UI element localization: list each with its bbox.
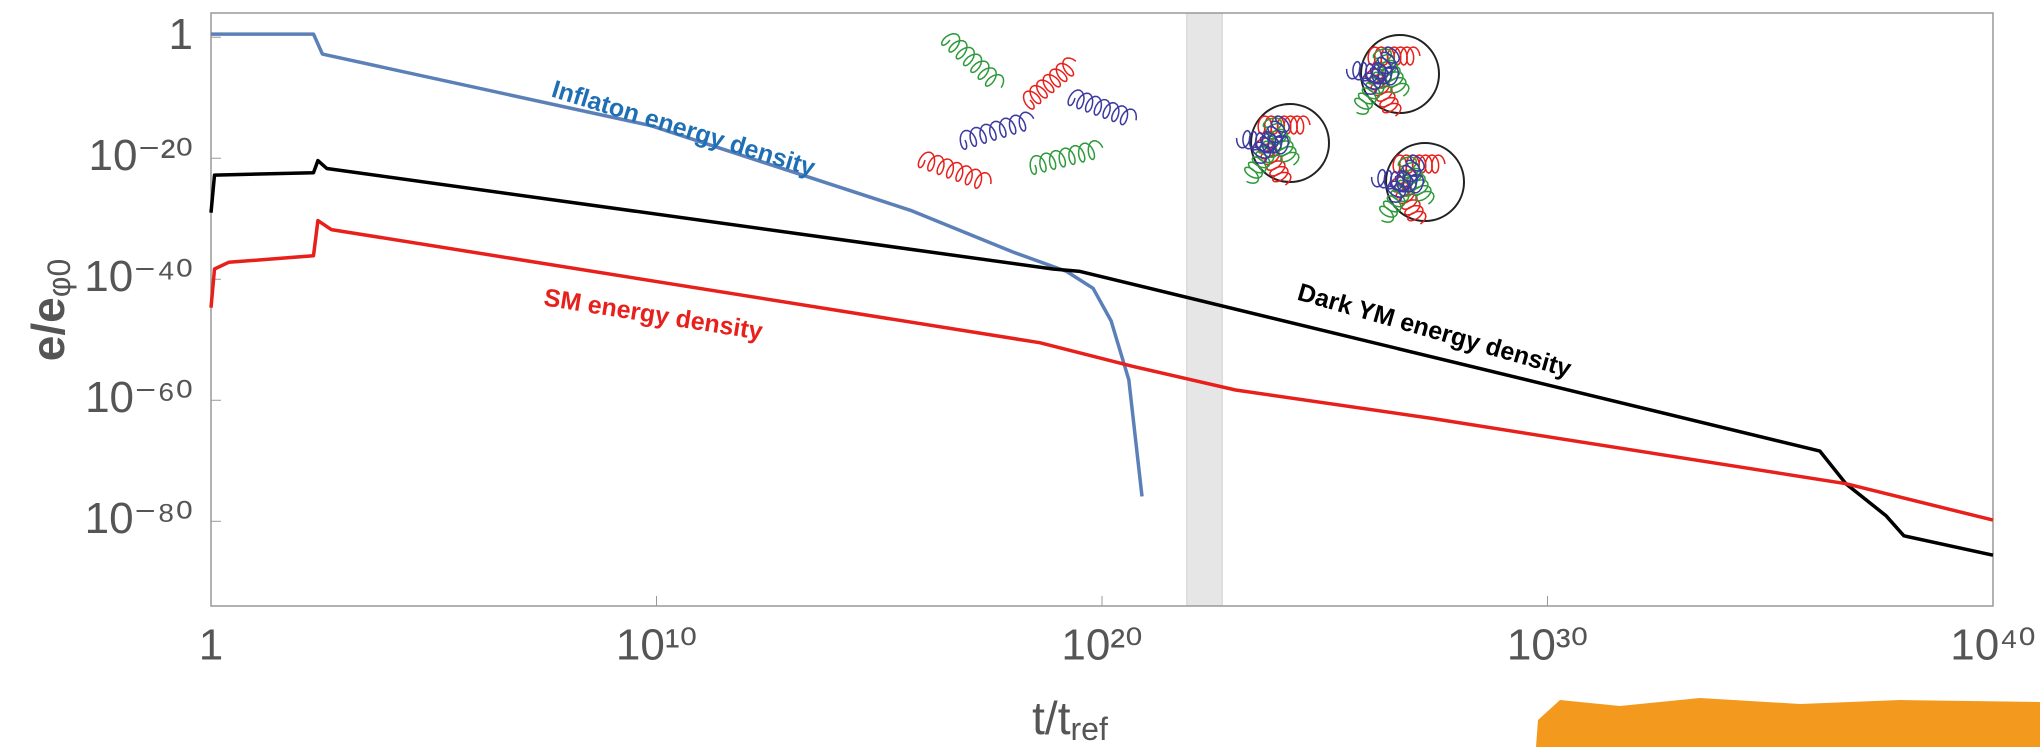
x-tick-label: 10²⁰ xyxy=(1061,621,1142,670)
y-tick-label: 10⁻⁸⁰ xyxy=(85,494,193,543)
gluon xyxy=(1254,137,1292,186)
annotation: Inflaton energy density xyxy=(548,75,818,182)
x-tick-label: 10¹⁰ xyxy=(616,621,697,670)
y-axis-label: e/eφ0 xyxy=(22,259,77,362)
gluon xyxy=(959,111,1035,151)
orange-scribble xyxy=(1536,698,2040,747)
series-line xyxy=(211,32,1144,497)
gluon xyxy=(1235,129,1290,155)
annotation: Dark YM energy density xyxy=(1295,278,1575,383)
confined-blob xyxy=(1385,142,1465,222)
shaded-region xyxy=(1186,12,1223,607)
x-axis-label: t/tref xyxy=(1032,692,1108,747)
gluon xyxy=(1345,60,1400,86)
gluon xyxy=(1389,176,1427,225)
confined-blob xyxy=(1360,34,1440,114)
decoration xyxy=(917,33,2040,747)
series-line xyxy=(209,218,1994,522)
x-tick-label: 1 xyxy=(199,621,223,670)
gluon xyxy=(1029,140,1104,176)
gluon xyxy=(1067,89,1138,126)
series-line xyxy=(209,158,1994,557)
x-label-main: t/t xyxy=(1032,692,1071,744)
gluon xyxy=(1022,57,1077,110)
gluon xyxy=(940,33,1005,89)
y-label-sub: φ0 xyxy=(41,259,77,298)
confined-blob xyxy=(1250,103,1330,183)
x-label-sub: ref xyxy=(1071,711,1108,747)
y-label-main: e/e xyxy=(22,297,74,361)
x-tick-label: 10⁴⁰ xyxy=(1950,621,2036,670)
x-tick-label: 10³⁰ xyxy=(1507,621,1588,670)
y-tick-label: 10⁻⁶⁰ xyxy=(85,373,193,422)
y-tick-label: 1 xyxy=(169,10,193,59)
y-tick-label: 10⁻⁴⁰ xyxy=(84,252,193,301)
gluon xyxy=(917,151,992,189)
y-tick-label: 10⁻²⁰ xyxy=(89,131,193,180)
plot-frame xyxy=(210,12,1994,607)
gluon xyxy=(1364,68,1402,117)
gluon xyxy=(1370,168,1425,194)
